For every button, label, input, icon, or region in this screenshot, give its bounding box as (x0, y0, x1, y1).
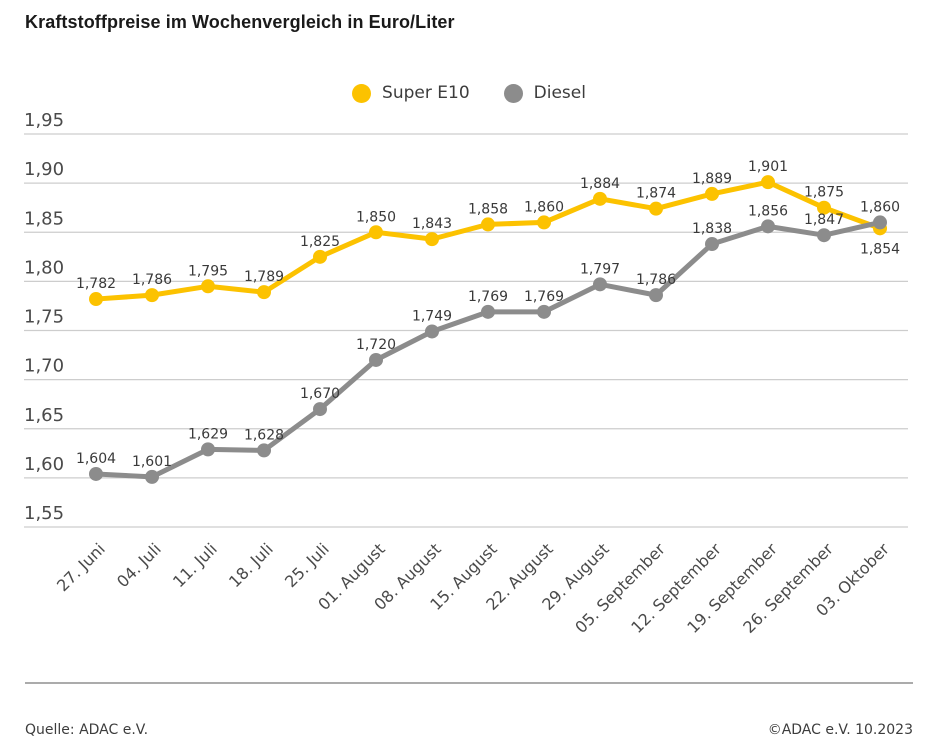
legend-label-super-e10: Super E10 (382, 83, 470, 103)
footer-divider (25, 682, 913, 684)
diesel-marker-icon (503, 83, 523, 103)
svg-text:27. Juni: 27. Juni (53, 539, 109, 595)
svg-text:1,847: 1,847 (804, 212, 844, 228)
copyright-label: ©ADAC e.V. 10.2023 (767, 722, 913, 738)
svg-text:1,85: 1,85 (24, 208, 64, 229)
svg-text:1,854: 1,854 (860, 241, 900, 257)
svg-text:1,604: 1,604 (76, 451, 116, 467)
svg-text:1,70: 1,70 (24, 356, 64, 377)
svg-text:25. Juli: 25. Juli (281, 539, 333, 591)
svg-text:04. Juli: 04. Juli (113, 539, 165, 591)
svg-text:1,782: 1,782 (76, 276, 116, 292)
svg-text:1,860: 1,860 (524, 199, 564, 215)
svg-text:1,60: 1,60 (24, 454, 64, 475)
svg-text:1,797: 1,797 (580, 261, 620, 277)
legend-item-super-e10: Super E10 (352, 83, 470, 103)
svg-text:1,889: 1,889 (692, 171, 732, 187)
svg-text:1,769: 1,769 (524, 289, 564, 305)
svg-text:1,789: 1,789 (244, 269, 284, 285)
svg-text:1,875: 1,875 (804, 185, 844, 201)
page-title: Kraftstoffpreise im Wochenvergleich in E… (25, 12, 455, 32)
svg-text:1,786: 1,786 (636, 272, 676, 288)
fuel-price-line-chart: 1,95 1,90 1,85 1,80 1,75 1,70 1,65 1,60 1,55 27. … (24, 110, 908, 637)
svg-text:1,749: 1,749 (412, 308, 452, 324)
svg-text:1,601: 1,601 (132, 454, 172, 470)
source-label: Quelle: ADAC e.V. (25, 722, 149, 738)
legend-label-diesel: Diesel (533, 83, 586, 103)
svg-text:1,95: 1,95 (24, 110, 64, 131)
svg-text:1,843: 1,843 (412, 216, 452, 232)
svg-text:1,55: 1,55 (24, 503, 64, 524)
svg-text:1,838: 1,838 (692, 221, 732, 237)
svg-text:1,874: 1,874 (636, 186, 676, 202)
svg-text:1,858: 1,858 (468, 201, 508, 217)
svg-text:1,628: 1,628 (244, 427, 284, 443)
super-e10-marker-icon (352, 83, 372, 103)
svg-text:1,65: 1,65 (24, 405, 64, 426)
svg-text:1,720: 1,720 (356, 337, 396, 353)
svg-text:1,795: 1,795 (188, 263, 228, 279)
svg-text:18. Juli: 18. Juli (225, 539, 277, 591)
legend-item-diesel: Diesel (503, 83, 586, 103)
svg-text:1,90: 1,90 (24, 159, 64, 180)
svg-text:11. Juli: 11. Juli (169, 539, 221, 591)
svg-text:1,629: 1,629 (188, 426, 228, 442)
footer: Quelle: ADAC e.V. ©ADAC e.V. 10.2023 (25, 722, 913, 738)
chart-legend: Super E10 Diesel (0, 83, 938, 103)
svg-text:1,769: 1,769 (468, 289, 508, 305)
svg-text:1,80: 1,80 (24, 257, 64, 278)
svg-text:1,825: 1,825 (300, 234, 340, 250)
svg-text:1,850: 1,850 (356, 209, 396, 225)
svg-text:1,856: 1,856 (748, 203, 788, 219)
svg-text:1,884: 1,884 (580, 176, 620, 192)
svg-text:1,901: 1,901 (748, 159, 788, 175)
svg-text:1,786: 1,786 (132, 272, 172, 288)
svg-text:1,670: 1,670 (300, 386, 340, 402)
svg-text:1,860: 1,860 (860, 199, 900, 215)
svg-text:1,75: 1,75 (24, 307, 64, 328)
